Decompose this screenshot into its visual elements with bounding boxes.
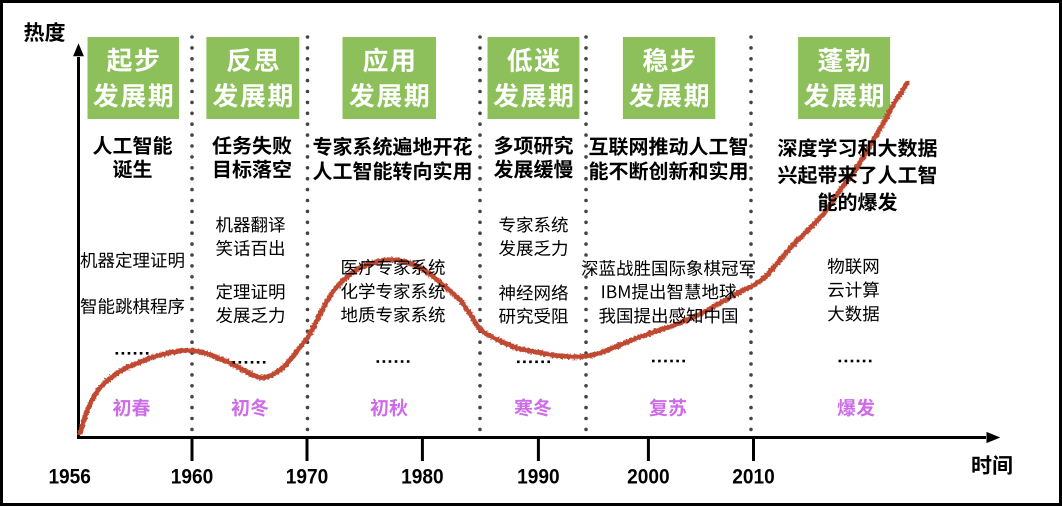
svg-text:1980: 1980 bbox=[401, 465, 444, 489]
svg-text:2010: 2010 bbox=[732, 465, 775, 489]
svg-text:1956: 1956 bbox=[48, 465, 91, 489]
svg-text:1970: 1970 bbox=[286, 465, 329, 489]
svg-text:1990: 1990 bbox=[517, 465, 560, 489]
svg-text:2000: 2000 bbox=[627, 465, 670, 489]
svg-text:1960: 1960 bbox=[171, 465, 214, 489]
